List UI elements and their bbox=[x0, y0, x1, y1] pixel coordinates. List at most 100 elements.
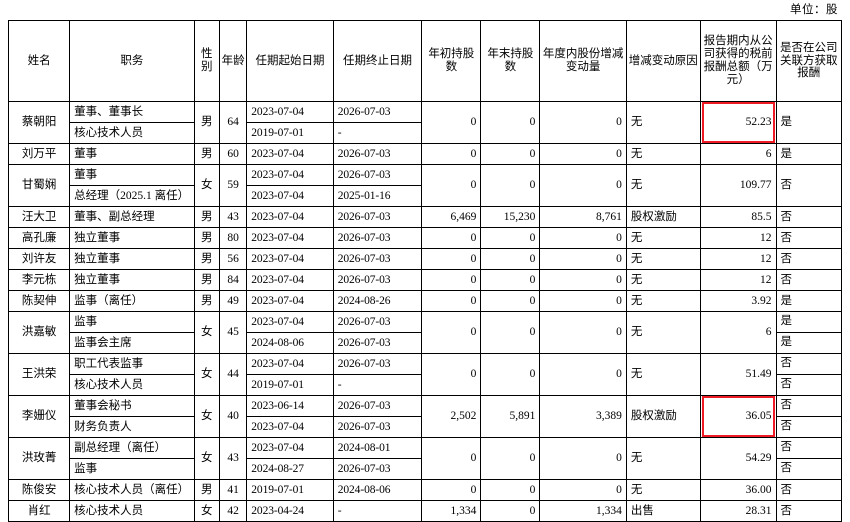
cell-end-date: 2025-01-16 bbox=[332, 185, 423, 207]
cell-begin-shares: 6,469 bbox=[421, 206, 482, 228]
cell-name: 李姗仪 bbox=[7, 395, 71, 438]
related-pay-value: 否 bbox=[777, 439, 841, 459]
cell-sex: 男 bbox=[193, 101, 220, 144]
cell-age: 44 bbox=[218, 353, 248, 396]
cell-change-shares: 0 bbox=[539, 227, 627, 249]
col-header-sex: 性别 bbox=[193, 20, 220, 102]
col-header-end-shares: 年末持股数 bbox=[480, 20, 541, 102]
cell-pay: 54.29 bbox=[699, 437, 777, 480]
cell-end-date: 2026-07-03 bbox=[332, 143, 423, 165]
cell-change-reason: 出售 bbox=[625, 500, 701, 522]
cell-sex: 男 bbox=[193, 269, 220, 291]
cell-start-date: 2023-07-04 bbox=[246, 416, 334, 438]
cell-end-date: - bbox=[332, 500, 423, 522]
cell-change-shares: 8,761 bbox=[539, 206, 627, 228]
cell-post: 监事（离任） bbox=[69, 290, 195, 312]
cell-sex: 女 bbox=[193, 311, 220, 354]
cell-begin-shares: 0 bbox=[421, 164, 482, 207]
cell-sex: 男 bbox=[193, 206, 220, 228]
cell-change-shares: 0 bbox=[539, 101, 627, 144]
cell-pay: 28.31 bbox=[699, 500, 777, 522]
cell-end-shares: 0 bbox=[480, 227, 541, 249]
cell-post: 核心技术人员 bbox=[69, 500, 195, 522]
cell-name: 王洪荣 bbox=[7, 353, 71, 396]
cell-pay: 52.23 bbox=[699, 101, 777, 144]
table-row: 刘许友 独立董事男 56 2023-07-04 2026-07-03 0 0 0 无 12 否 bbox=[7, 248, 843, 270]
cell-change-shares: 0 bbox=[539, 479, 627, 501]
cell-start-date: 2019-07-01 bbox=[246, 122, 334, 144]
cell-end-shares: 15,230 bbox=[480, 206, 541, 228]
table-row: 肖红 核心技术人员女 42 2023-04-24-1,334 0 1,334 出售 28.31… bbox=[7, 500, 843, 522]
cell-change-reason: 无 bbox=[625, 353, 701, 396]
col-header-change-shares: 年度内股份增减变动量 bbox=[539, 20, 627, 102]
cell-post: 董事 bbox=[69, 164, 195, 186]
cell-change-reason: 无 bbox=[625, 227, 701, 249]
cell-end-date: 2026-07-03 bbox=[332, 248, 423, 270]
cell-sex: 女 bbox=[193, 353, 220, 396]
cell-age: 43 bbox=[218, 206, 248, 228]
table-row: 王洪荣 职工代表监事女 44 2023-07-04 2026-07-03 0 0 0 无 51.4… bbox=[7, 353, 843, 396]
cell-end-date: 2026-07-03 bbox=[332, 269, 423, 291]
col-header-name: 姓名 bbox=[7, 20, 71, 102]
table-row: 陈俊安 核心技术人员（离任）男 41 2019-07-01 2024-08-06 0 0 0 无… bbox=[7, 479, 843, 501]
cell-end-date: 2026-07-03 bbox=[332, 395, 423, 417]
cell-change-reason: 股权激励 bbox=[625, 395, 701, 438]
col-header-age: 年龄 bbox=[218, 20, 248, 102]
cell-post: 核心技术人员 bbox=[69, 122, 195, 144]
cell-pay: 12 bbox=[699, 227, 777, 249]
cell-start-date: 2019-07-01 bbox=[246, 479, 334, 501]
cell-related-pay: 否 bbox=[775, 227, 843, 249]
cell-start-date: 2024-08-27 bbox=[246, 458, 334, 480]
cell-end-date: 2026-07-03 bbox=[332, 206, 423, 228]
cell-change-reason: 无 bbox=[625, 248, 701, 270]
table-row: 高孔廉 独立董事男 80 2023-07-04 2026-07-03 0 0 0 无 12 否 bbox=[7, 227, 843, 249]
cell-post: 核心技术人员 bbox=[69, 374, 195, 396]
cell-end-date: 2026-07-03 bbox=[332, 227, 423, 249]
cell-end-date: 2024-08-26 bbox=[332, 290, 423, 312]
cell-related-pay: 是 bbox=[775, 143, 843, 165]
cell-change-shares: 0 bbox=[539, 269, 627, 291]
cell-change-shares: 0 bbox=[539, 143, 627, 165]
cell-name: 汪大卫 bbox=[7, 206, 71, 228]
cell-begin-shares: 0 bbox=[421, 269, 482, 291]
cell-change-reason: 无 bbox=[625, 479, 701, 501]
table-row: 李姗仪 董事会秘书女 40 2023-06-14 2026-07-03 2,502 5,89… bbox=[7, 395, 843, 438]
cell-post: 核心技术人员（离任） bbox=[69, 479, 195, 501]
col-header-related-pay: 是否在公司关联方获取报酬 bbox=[775, 20, 843, 102]
related-pay-value: 否 bbox=[780, 378, 793, 391]
cell-end-shares: 0 bbox=[480, 101, 541, 144]
cell-age: 56 bbox=[218, 248, 248, 270]
cell-pay: 36.00 bbox=[699, 479, 777, 501]
cell-post: 董事 bbox=[69, 143, 195, 165]
table-row: 李元栋 独立董事男 84 2023-07-04 2026-07-03 0 0 0 无 12 否 bbox=[7, 269, 843, 291]
cell-start-date: 2023-07-04 bbox=[246, 164, 334, 186]
cell-related-pay: 否否 bbox=[775, 437, 843, 480]
table-row: 蔡朝阳 董事、董事长男 64 2023-07-04 2026-07-03 0 0 0 无 52.2… bbox=[7, 101, 843, 144]
cell-pay: 6 bbox=[699, 143, 777, 165]
cell-age: 43 bbox=[218, 437, 248, 480]
cell-end-date: 2024-08-01 bbox=[332, 437, 423, 459]
cell-name: 刘许友 bbox=[7, 248, 71, 270]
cell-name: 陈俊安 bbox=[7, 479, 71, 501]
cell-change-reason: 无 bbox=[625, 143, 701, 165]
cell-related-pay: 是 bbox=[775, 101, 843, 144]
cell-change-reason: 股权激励 bbox=[625, 206, 701, 228]
cell-age: 42 bbox=[218, 500, 248, 522]
related-pay-value: 否 bbox=[777, 355, 841, 375]
cell-start-date: 2023-07-04 bbox=[246, 290, 334, 312]
cell-change-shares: 1,334 bbox=[539, 500, 627, 522]
cell-sex: 男 bbox=[193, 227, 220, 249]
related-pay-value: 否 bbox=[780, 462, 793, 475]
col-header-start-date: 任期起始日期 bbox=[246, 20, 334, 102]
cell-related-pay: 否 bbox=[775, 269, 843, 291]
cell-related-pay: 否 bbox=[775, 248, 843, 270]
cell-name: 李元栋 bbox=[7, 269, 71, 291]
cell-post: 独立董事 bbox=[69, 248, 195, 270]
table-row: 财务负责人 2023-07-04 2026-07-03 bbox=[9, 416, 842, 438]
cell-begin-shares: 0 bbox=[421, 101, 482, 144]
cell-begin-shares: 1,334 bbox=[421, 500, 482, 522]
cell-post: 监事会主席 bbox=[69, 332, 195, 354]
cell-begin-shares: 0 bbox=[421, 143, 482, 165]
cell-begin-shares: 0 bbox=[421, 437, 482, 480]
related-pay-value: 否 bbox=[780, 420, 793, 433]
